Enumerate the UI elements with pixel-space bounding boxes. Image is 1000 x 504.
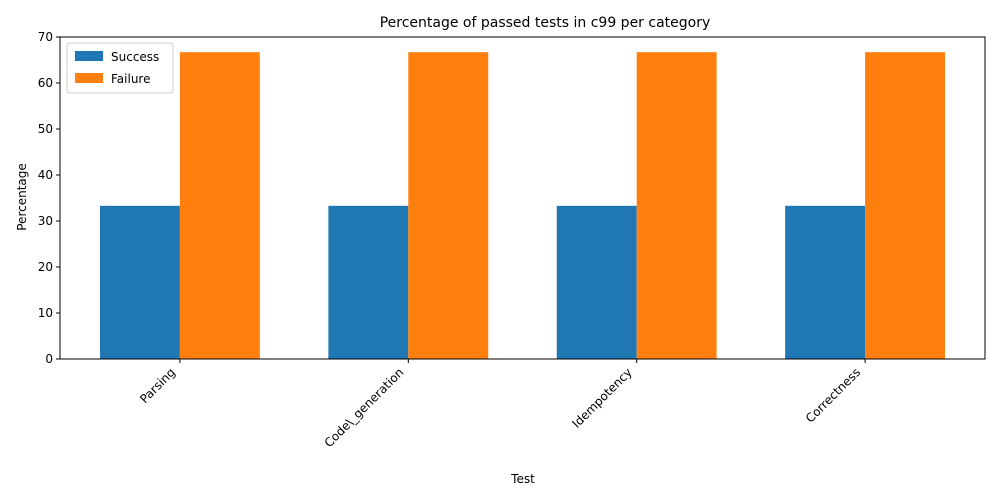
x-axis-label: Test	[510, 472, 535, 486]
y-tick-label: 30	[38, 214, 53, 228]
y-tick-label: 60	[38, 76, 53, 90]
legend-label-success: Success	[111, 50, 159, 64]
bar-success-1	[99, 205, 180, 359]
legend-swatch-failure	[75, 73, 103, 83]
legend-swatch-success	[75, 51, 103, 61]
bar-success-4	[785, 205, 866, 359]
bar-failure-2	[408, 52, 489, 360]
x-tick-label: Idempotency	[569, 365, 634, 430]
bar-success-3	[556, 205, 637, 359]
y-tick-label: 50	[38, 122, 53, 136]
y-tick-label: 20	[38, 260, 53, 274]
plot-area: 0 10 20 30 40 50 60 70 Parsing Code\_generation Id…	[38, 30, 986, 450]
y-tick-label: 40	[38, 168, 53, 182]
x-tick-label: Correctness	[803, 365, 863, 425]
bar-failure-4	[865, 52, 946, 360]
y-tick-label: 10	[38, 306, 53, 320]
bar-failure-1	[179, 52, 260, 360]
y-tick-label: 70	[38, 30, 53, 44]
y-tick-label: 0	[45, 352, 53, 366]
legend-label-failure: Failure	[111, 72, 150, 86]
axes-frame	[59, 36, 986, 360]
y-axis-label: Percentage	[15, 163, 29, 231]
chart-title: Percentage of passed tests in c99 per ca…	[380, 15, 711, 31]
bar-success-2	[328, 205, 409, 359]
x-tick-label: Parsing	[137, 365, 178, 406]
bar-failure-3	[636, 52, 717, 360]
x-tick-label: Code\_generation	[322, 365, 407, 450]
